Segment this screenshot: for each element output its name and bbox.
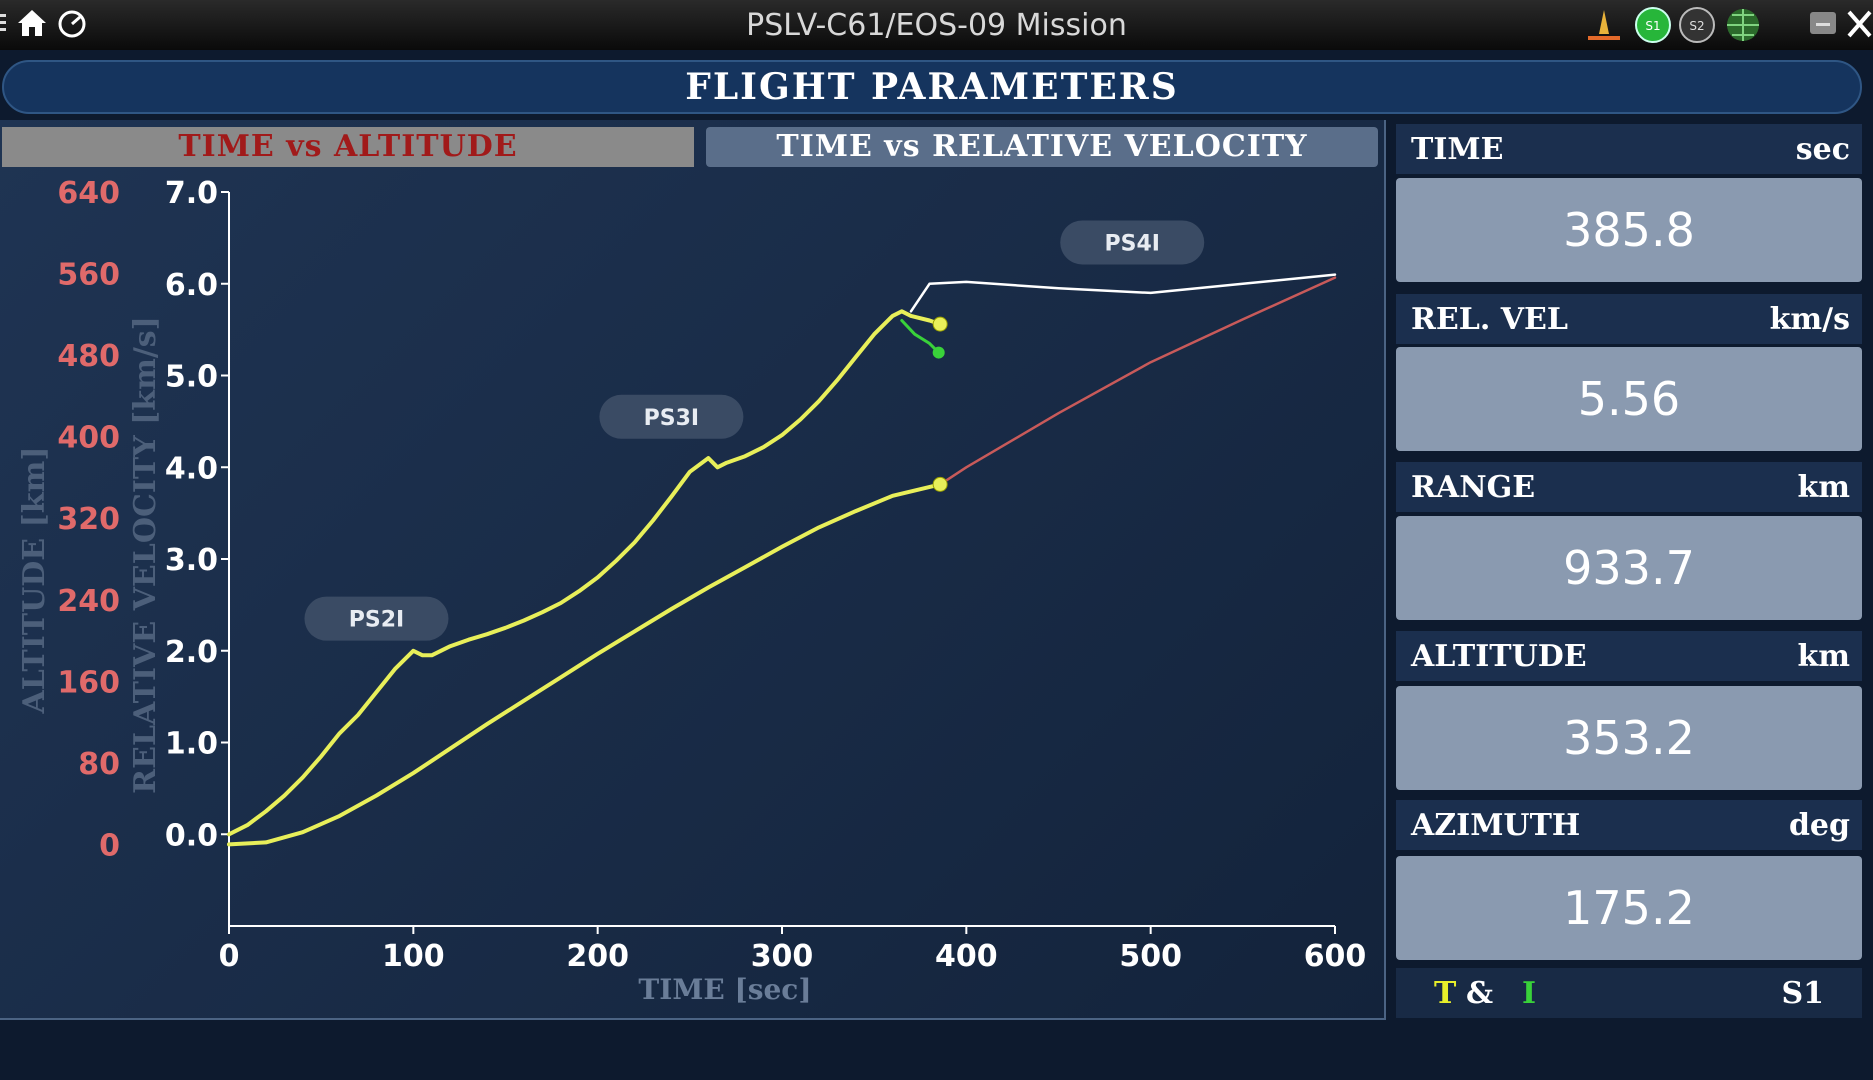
azimuth-unit: deg xyxy=(1788,808,1850,843)
velocity-tick-label: 4.0 xyxy=(165,451,218,486)
altitude-tick-label: 80 xyxy=(78,747,120,782)
window-title: PSLV-C61/EOS-09 Mission xyxy=(746,8,1127,43)
chart-panel xyxy=(0,120,1386,1020)
range-unit: km xyxy=(1797,470,1850,505)
time-axis-label: TIME [sec] xyxy=(638,973,811,1006)
range-label: RANGE xyxy=(1411,470,1536,505)
time-tick-label: 400 xyxy=(935,939,998,974)
altitude-tick-label: 400 xyxy=(57,421,120,456)
flight-parameters-banner: FLIGHT PARAMETERS xyxy=(2,60,1862,114)
stage-event-point xyxy=(932,346,945,359)
stream-s1: S1 xyxy=(1781,976,1824,1011)
gauge-icon[interactable] xyxy=(56,8,88,40)
time-label-row: TIME sec xyxy=(1396,124,1862,174)
title-bar: PSLV-C61/EOS-09 Mission S1 S2 xyxy=(0,0,1873,50)
azimuth-label: AZIMUTH xyxy=(1411,808,1581,843)
tick-marks xyxy=(221,191,1336,934)
tab-time-vs-altitude[interactable]: TIME vs ALTITUDE xyxy=(2,127,694,167)
velocity-tick-label: 7.0 xyxy=(165,176,218,211)
home-icon[interactable] xyxy=(16,8,48,38)
velocity-stage-event-line xyxy=(900,319,941,355)
velocity-current-point xyxy=(932,316,948,332)
rel-vel-label-row: REL. VEL km/s xyxy=(1396,294,1862,344)
altitude-tick-label: 320 xyxy=(57,502,120,537)
altitude-current-point xyxy=(932,476,948,492)
legend-footer: T & I S1 xyxy=(1396,968,1862,1018)
stage-label-pill xyxy=(304,596,449,641)
altitude-tick-label: 560 xyxy=(57,258,120,293)
minimize-icon[interactable] xyxy=(1808,8,1838,38)
rel-vel-value: 5.56 xyxy=(1396,347,1862,451)
stage-label-text: PS3I xyxy=(644,406,699,431)
legend-amp: & xyxy=(1466,976,1494,1011)
velocity-actual-line xyxy=(227,309,943,837)
stage-label-text: PS2I xyxy=(349,608,404,633)
time-unit: sec xyxy=(1795,132,1850,167)
chart-axes xyxy=(228,192,1335,927)
altitude-tick-labels: 0 80 160 240 320 400 480 560 640 xyxy=(57,176,120,863)
time-tick-labels: 0 100 200 300 400 500 600 xyxy=(219,939,1367,974)
velocity-tick-label: 6.0 xyxy=(165,268,218,303)
range-value: 933.7 xyxy=(1396,516,1862,620)
legend-t: T xyxy=(1434,976,1457,1011)
velocity-tick-label: 1.0 xyxy=(165,727,218,762)
stage-label-pill xyxy=(599,394,744,439)
globe-icon[interactable] xyxy=(1724,6,1762,44)
tab-time-vs-relative-velocity[interactable]: TIME vs RELATIVE VELOCITY xyxy=(706,127,1378,167)
time-value: 385.8 xyxy=(1396,178,1862,282)
time-tick-label: 600 xyxy=(1304,939,1367,974)
time-label: TIME xyxy=(1411,132,1504,167)
altitude-tick-label: 160 xyxy=(57,665,120,700)
velocity-tick-label: 0.0 xyxy=(165,818,218,853)
velocity-predicted-line xyxy=(909,273,1337,313)
altitude-tick-label: 480 xyxy=(57,339,120,374)
rocket-icon[interactable] xyxy=(1584,6,1624,42)
altitude-value: 353.2 xyxy=(1396,686,1862,790)
banner-title: FLIGHT PARAMETERS xyxy=(685,66,1179,108)
stage-label-pill xyxy=(1060,220,1205,265)
altitude-label-row: ALTITUDE km xyxy=(1396,631,1862,681)
velocity-tick-label: 3.0 xyxy=(165,543,218,578)
time-tick-label: 200 xyxy=(566,939,629,974)
stage-labels: PS2I PS3I PS4I xyxy=(304,220,1205,641)
time-tick-label: 100 xyxy=(382,939,445,974)
s2-status-icon[interactable]: S2 xyxy=(1678,6,1716,44)
time-tick-label: 500 xyxy=(1119,939,1182,974)
legend-i: I xyxy=(1522,976,1537,1011)
time-tick-label: 0 xyxy=(219,939,240,974)
flight-chart: 0 80 160 240 320 400 480 560 640 0.0 1.0 2.0 3.0 4.0… xyxy=(17,176,1367,1006)
series-layer xyxy=(227,273,1337,847)
altitude-label: ALTITUDE xyxy=(1411,639,1587,674)
altitude-unit: km xyxy=(1797,639,1850,674)
close-icon[interactable] xyxy=(1846,8,1873,40)
range-label-row: RANGE km xyxy=(1396,462,1862,512)
altitude-tick-label: 640 xyxy=(57,176,120,211)
svg-text:S2: S2 xyxy=(1689,19,1704,33)
altitude-axis-label: ALTITUDE [km] xyxy=(17,446,52,714)
azimuth-label-row: AZIMUTH deg xyxy=(1396,800,1862,850)
altitude-actual-line xyxy=(227,482,943,847)
rel-vel-label: REL. VEL xyxy=(1411,302,1569,337)
velocity-axis-label: RELATIVE VELOCITY [km/s] xyxy=(128,316,163,794)
velocity-tick-label: 2.0 xyxy=(165,635,218,670)
altitude-tick-label: 0 xyxy=(99,828,120,863)
altitude-predicted-line xyxy=(938,276,1337,486)
stage-label-text: PS4I xyxy=(1104,231,1159,256)
altitude-tick-label: 240 xyxy=(57,584,120,619)
s1-status-icon[interactable]: S1 xyxy=(1634,6,1672,44)
menu-icon[interactable] xyxy=(0,12,8,34)
velocity-tick-labels: 0.0 1.0 2.0 3.0 4.0 5.0 6.0 7.0 xyxy=(165,176,218,853)
velocity-tick-label: 5.0 xyxy=(165,360,218,395)
rel-vel-unit: km/s xyxy=(1769,302,1850,337)
svg-text:S1: S1 xyxy=(1645,19,1660,33)
azimuth-value: 175.2 xyxy=(1396,856,1862,960)
time-tick-label: 300 xyxy=(751,939,814,974)
